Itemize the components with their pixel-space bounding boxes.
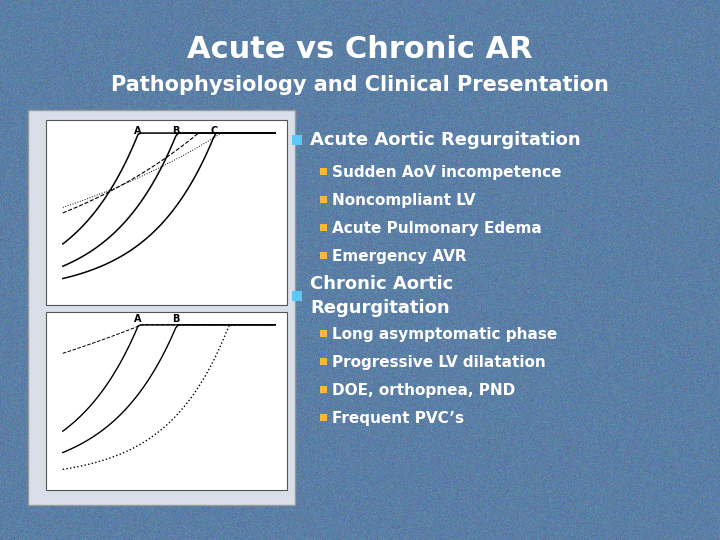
Text: Acute Pulmonary Edema: Acute Pulmonary Edema <box>332 220 541 235</box>
Text: Emergency AVR: Emergency AVR <box>332 248 467 264</box>
Text: Long asymptomatic phase: Long asymptomatic phase <box>332 327 557 341</box>
Text: Pathophysiology and Clinical Presentation: Pathophysiology and Clinical Presentatio… <box>111 75 609 95</box>
FancyBboxPatch shape <box>320 358 327 365</box>
FancyBboxPatch shape <box>320 252 327 259</box>
Text: Acute Aortic Regurgitation: Acute Aortic Regurgitation <box>310 131 580 149</box>
FancyBboxPatch shape <box>28 110 295 505</box>
FancyBboxPatch shape <box>320 196 327 203</box>
Text: DOE, orthopnea, PND: DOE, orthopnea, PND <box>332 382 516 397</box>
Text: Sudden AoV incompetence: Sudden AoV incompetence <box>332 165 562 179</box>
Text: Acute vs Chronic AR: Acute vs Chronic AR <box>187 36 533 64</box>
Text: B: B <box>172 126 179 136</box>
FancyBboxPatch shape <box>320 168 327 175</box>
FancyBboxPatch shape <box>320 414 327 421</box>
FancyBboxPatch shape <box>320 330 327 337</box>
FancyBboxPatch shape <box>46 120 287 305</box>
Text: Noncompliant LV: Noncompliant LV <box>332 192 475 207</box>
Text: A: A <box>134 126 141 136</box>
FancyBboxPatch shape <box>320 386 327 393</box>
Text: Frequent PVC’s: Frequent PVC’s <box>332 410 464 426</box>
Text: Progressive LV dilatation: Progressive LV dilatation <box>332 354 546 369</box>
Text: B: B <box>172 314 179 324</box>
Text: A: A <box>134 314 141 324</box>
Text: Chronic Aortic
Regurgitation: Chronic Aortic Regurgitation <box>310 275 454 317</box>
FancyBboxPatch shape <box>292 135 302 145</box>
FancyBboxPatch shape <box>46 312 287 490</box>
FancyBboxPatch shape <box>292 291 302 301</box>
Text: C: C <box>210 126 218 136</box>
FancyBboxPatch shape <box>320 224 327 231</box>
